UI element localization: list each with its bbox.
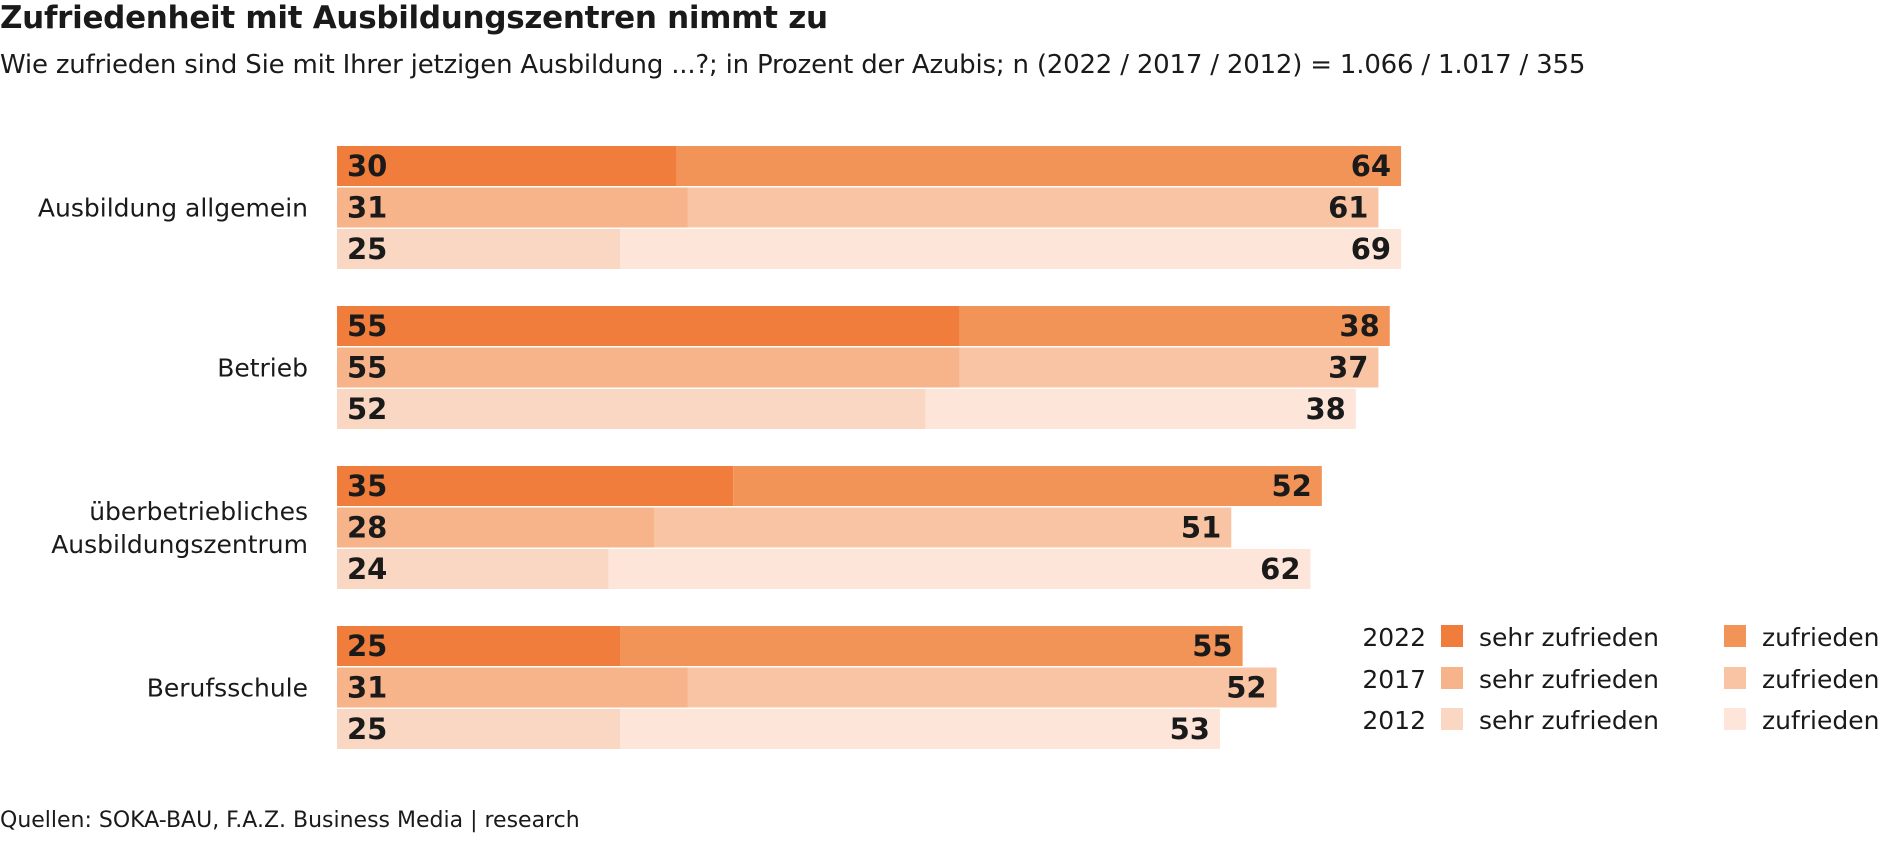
bar-berufsschule-2017-zufrieden: [687, 667, 1277, 708]
bar-ausbildung-allgemein-2022-zufrieden: [676, 146, 1402, 186]
legend-swatch-2012-sehr-zufrieden: [1441, 708, 1463, 730]
bar-ausbildung-allgemein-2017-zufrieden: [687, 187, 1379, 228]
value-label-betrieb-2022-sehr-zufrieden: 55: [347, 309, 387, 343]
bar-ueberbetriebliches-ausbildungszentrum-2022-zufrieden: [733, 466, 1322, 506]
legend-label-2022-sehr-zufrieden: sehr zufrieden: [1479, 623, 1659, 652]
legend-swatch-2017-zufrieden: [1724, 667, 1746, 689]
legend-label-2012-sehr-zufrieden: sehr zufrieden: [1479, 706, 1659, 735]
bar-ueberbetriebliches-ausbildungszentrum-2012-sehr-zufrieden: [337, 549, 609, 589]
bar-berufsschule-2012-zufrieden: [620, 709, 1220, 749]
value-label-betrieb-2022-zufrieden: 38: [1339, 309, 1379, 343]
value-label-ausbildung-allgemein-2012-sehr-zufrieden: 25: [347, 232, 387, 266]
category-label-ausbildung-allgemein: Ausbildung allgemein: [38, 194, 308, 223]
bar-betrieb-2022-zufrieden: [959, 306, 1390, 346]
legend-swatch-2017-sehr-zufrieden: [1441, 667, 1463, 689]
bar-ausbildung-allgemein-2012-sehr-zufrieden: [337, 229, 620, 269]
chart-title: Zufriedenheit mit Ausbildungszentren nim…: [0, 0, 828, 36]
legend-label-2017-sehr-zufrieden: sehr zufrieden: [1479, 665, 1659, 694]
value-label-berufsschule-2012-zufrieden: 53: [1170, 712, 1210, 746]
source-note: Quellen: SOKA-BAU, F.A.Z. Business Media…: [0, 808, 580, 833]
bar-ausbildung-allgemein-2022-sehr-zufrieden: [337, 146, 677, 186]
bar-betrieb-2012-zufrieden: [925, 389, 1356, 429]
bar-berufsschule-2012-sehr-zufrieden: [337, 709, 620, 749]
labels-layer: Ausbildung allgemein 30 64 31 61 25 69 Betrieb 5…: [38, 149, 1391, 746]
bar-berufsschule-2022-sehr-zufrieden: [337, 626, 620, 666]
legend-year-2022: 2022: [1362, 623, 1426, 652]
value-label-ausbildung-allgemein-2017-sehr-zufrieden: 31: [347, 191, 387, 225]
legend: 2022 sehr zufrieden zufrieden 2017 sehr zufr…: [1362, 623, 1879, 735]
value-label-ueberbetriebliches-ausbildungszentrum-2022-zufrieden: 52: [1271, 469, 1311, 503]
category-label-betrieb: Betrieb: [217, 354, 308, 383]
category-label-ueberbetriebliches-ausbildungszentrum-line-1: überbetriebliches: [89, 497, 308, 526]
value-label-ueberbetriebliches-ausbildungszentrum-2017-zufrieden: 51: [1181, 511, 1221, 545]
value-label-betrieb-2017-sehr-zufrieden: 55: [347, 351, 387, 385]
category-label-ueberbetriebliches-ausbildungszentrum-line-2: Ausbildungszentrum: [51, 530, 308, 559]
bar-betrieb-2017-sehr-zufrieden: [337, 347, 960, 388]
bar-ueberbetriebliches-ausbildungszentrum-2012-zufrieden: [608, 549, 1311, 589]
value-label-ueberbetriebliches-ausbildungszentrum-2012-zufrieden: 62: [1260, 552, 1300, 586]
value-label-berufsschule-2012-sehr-zufrieden: 25: [347, 712, 387, 746]
bar-ueberbetriebliches-ausbildungszentrum-2017-zufrieden: [653, 507, 1232, 548]
value-label-ausbildung-allgemein-2012-zufrieden: 69: [1351, 232, 1391, 266]
legend-label-2017-zufrieden: zufrieden: [1762, 665, 1879, 694]
legend-label-2012-zufrieden: zufrieden: [1762, 706, 1879, 735]
value-label-ausbildung-allgemein-2017-zufrieden: 61: [1328, 191, 1368, 225]
legend-swatch-2022-sehr-zufrieden: [1441, 625, 1463, 647]
bars-layer: [337, 146, 1402, 749]
value-label-ausbildung-allgemein-2022-zufrieden: 64: [1351, 149, 1391, 183]
value-label-berufsschule-2017-sehr-zufrieden: 31: [347, 671, 387, 705]
legend-year-2012: 2012: [1362, 706, 1426, 735]
legend-swatch-2012-zufrieden: [1724, 708, 1746, 730]
chart-subtitle: Wie zufrieden sind Sie mit Ihrer jetzige…: [0, 50, 1586, 80]
value-label-betrieb-2012-zufrieden: 38: [1305, 392, 1345, 426]
bar-ausbildung-allgemein-2012-zufrieden: [620, 229, 1402, 269]
legend-swatch-2022-zufrieden: [1724, 625, 1746, 647]
value-label-betrieb-2012-sehr-zufrieden: 52: [347, 392, 387, 426]
value-label-ueberbetriebliches-ausbildungszentrum-2022-sehr-zufrieden: 35: [347, 469, 387, 503]
bar-berufsschule-2017-sehr-zufrieden: [337, 667, 688, 708]
bar-ausbildung-allgemein-2017-sehr-zufrieden: [337, 187, 688, 228]
bar-ueberbetriebliches-ausbildungszentrum-2017-sehr-zufrieden: [337, 507, 654, 548]
legend-label-2022-zufrieden: zufrieden: [1762, 623, 1879, 652]
value-label-ueberbetriebliches-ausbildungszentrum-2012-sehr-zufrieden: 24: [347, 552, 387, 586]
value-label-ueberbetriebliches-ausbildungszentrum-2017-sehr-zufrieden: 28: [347, 511, 387, 545]
legend-year-2017: 2017: [1362, 665, 1426, 694]
bar-berufsschule-2022-zufrieden: [620, 626, 1243, 666]
value-label-berufsschule-2022-sehr-zufrieden: 25: [347, 629, 387, 663]
category-label-berufsschule: Berufsschule: [147, 674, 308, 703]
bar-betrieb-2012-sehr-zufrieden: [337, 389, 926, 429]
value-label-berufsschule-2022-zufrieden: 55: [1192, 629, 1232, 663]
value-label-betrieb-2017-zufrieden: 37: [1328, 351, 1368, 385]
value-label-ausbildung-allgemein-2022-sehr-zufrieden: 30: [347, 149, 387, 183]
value-label-berufsschule-2017-zufrieden: 52: [1226, 671, 1266, 705]
bar-betrieb-2017-zufrieden: [959, 347, 1379, 388]
bar-betrieb-2022-sehr-zufrieden: [337, 306, 960, 346]
bar-ueberbetriebliches-ausbildungszentrum-2022-sehr-zufrieden: [337, 466, 734, 506]
